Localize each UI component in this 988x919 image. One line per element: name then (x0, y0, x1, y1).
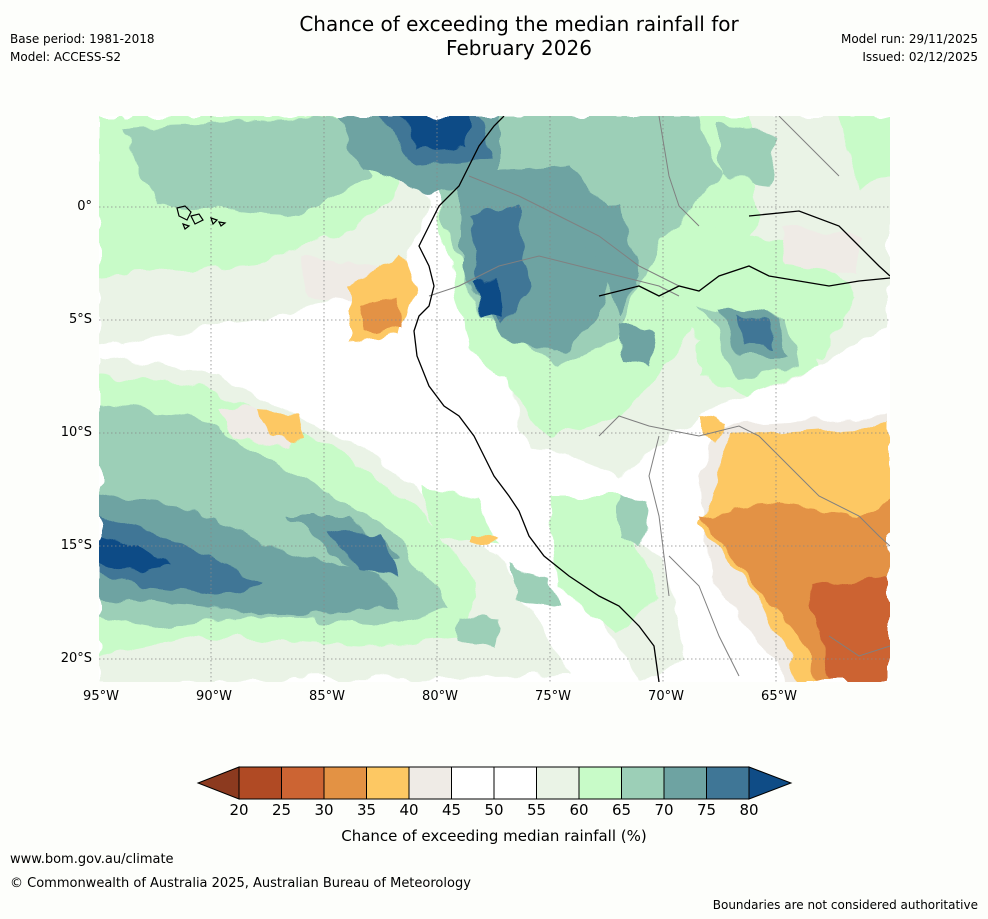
colorbar-cell (451, 766, 495, 800)
colorbar-cell (578, 766, 622, 800)
title-line-2: February 2026 (446, 36, 592, 60)
lon-label-65w: 65°W (761, 689, 797, 704)
colorbar-cell (366, 766, 410, 800)
colorbar-tick-label: 25 (271, 801, 292, 819)
colorbar-cell (621, 766, 665, 800)
colorbar-cells (238, 766, 750, 800)
model-run-date: Model run: 29/11/2025 (840, 32, 978, 46)
colorbar-tick-label: 55 (526, 801, 547, 819)
lon-label-85w: 85°W (309, 689, 345, 704)
colorbar-label: Chance of exceeding median rainfall (%) (341, 827, 647, 845)
colorbar-tick-label: 40 (399, 801, 419, 819)
colorbar-tick-label: 60 (569, 801, 589, 819)
colorbar-over-arrow (748, 766, 793, 800)
colorbar-cell (281, 766, 325, 800)
run-info: Model run: 29/11/2025 Issued: 02/12/2025 (841, 30, 978, 66)
colorbar-cell (408, 766, 452, 800)
colorbar-cell (536, 766, 580, 800)
colorbar-under-arrow (196, 766, 240, 800)
website-link[interactable]: www.bom.gov.au/climate (10, 852, 174, 867)
lat-label-5s: 5°S (68, 312, 92, 327)
colorbar-cell (706, 766, 750, 800)
colorbar-cell (663, 766, 707, 800)
colorbar-cell (493, 766, 537, 800)
coastline (413, 116, 890, 682)
lat-label-15s: 15°S (60, 538, 92, 553)
colorbar-tick-label: 65 (611, 801, 632, 819)
title-line-1: Chance of exceeding the median rainfall … (299, 12, 739, 36)
lon-label-75w: 75°W (535, 689, 571, 704)
colorbar (196, 766, 793, 800)
map-title: Chance of exceeding the median rainfall … (200, 12, 838, 60)
lon-label-90w: 90°W (196, 689, 232, 704)
colorbar-tick-label: 45 (441, 801, 462, 819)
colorbar-tick-label: 70 (654, 801, 674, 819)
disclaimer-text: Boundaries are not considered authoritat… (712, 898, 978, 912)
lon-label-70w: 70°W (648, 689, 684, 704)
model-info: Base period: 1981-2018 Model: ACCESS-S2 (10, 30, 155, 66)
colorbar-tick-label: 50 (484, 801, 504, 819)
rainfall-map (99, 116, 890, 682)
copyright-text: © Commonwealth of Australia 2025, Austra… (10, 876, 471, 891)
lon-label-95w: 95°W (83, 689, 119, 704)
colorbar-tick-label: 80 (739, 801, 759, 819)
lat-label-0: 0° (77, 199, 92, 214)
country-borders (428, 116, 890, 677)
lat-label-10s: 10°S (60, 425, 92, 440)
colorbar-tick-label: 20 (229, 801, 249, 819)
rainfall-probability-field (99, 116, 890, 682)
model-name: Model: ACCESS-S2 (10, 50, 122, 64)
colorbar-cell (323, 766, 367, 800)
issued-date: Issued: 02/12/2025 (862, 50, 978, 64)
colorbar-cell (238, 766, 282, 800)
lon-label-80w: 80°W (422, 689, 458, 704)
colorbar-tick-label: 30 (314, 801, 334, 819)
colorbar-tick-label: 75 (696, 801, 717, 819)
lat-label-20s: 20°S (60, 651, 92, 666)
galapagos-islands (176, 205, 227, 230)
colorbar-tick-label: 35 (356, 801, 377, 819)
base-period: Base period: 1981-2018 (10, 32, 155, 46)
